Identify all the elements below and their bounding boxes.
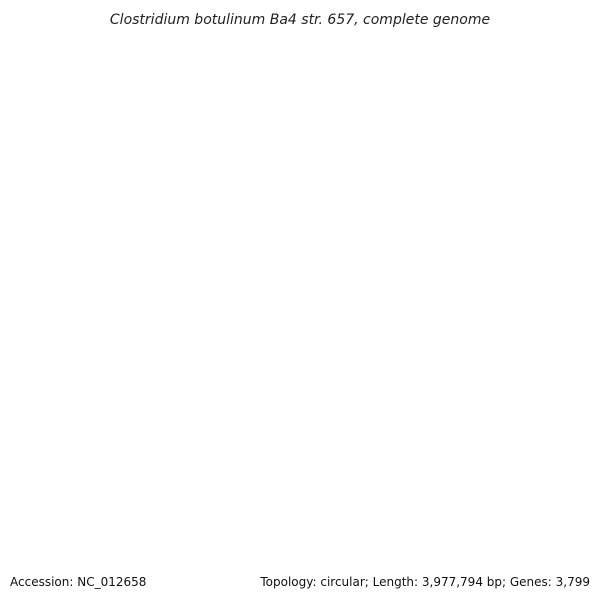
accession-text: Accession: NC_012658	[10, 575, 146, 589]
genome-summary-text: Topology: circular; Length: 3,977,794 bp…	[259, 575, 590, 589]
map-title: Clostridium botulinum Ba4 str. 657, comp…	[110, 12, 490, 28]
